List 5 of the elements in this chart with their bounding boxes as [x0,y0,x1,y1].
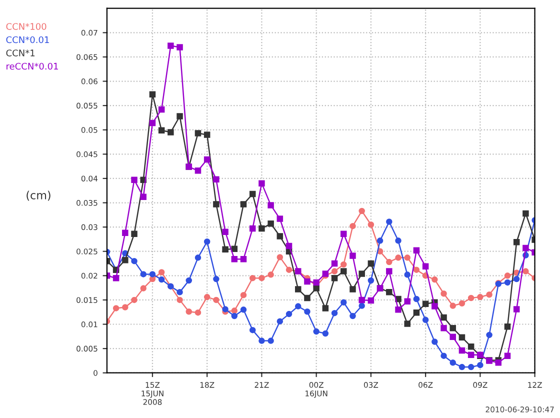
text: reCCN*0.01 [6,62,58,70]
text: CCN*0.01 [6,36,49,44]
text: CCN*1 [6,50,35,56]
y-axis-title: (cm) [26,190,50,201]
text: CCN*100 [6,23,46,30]
